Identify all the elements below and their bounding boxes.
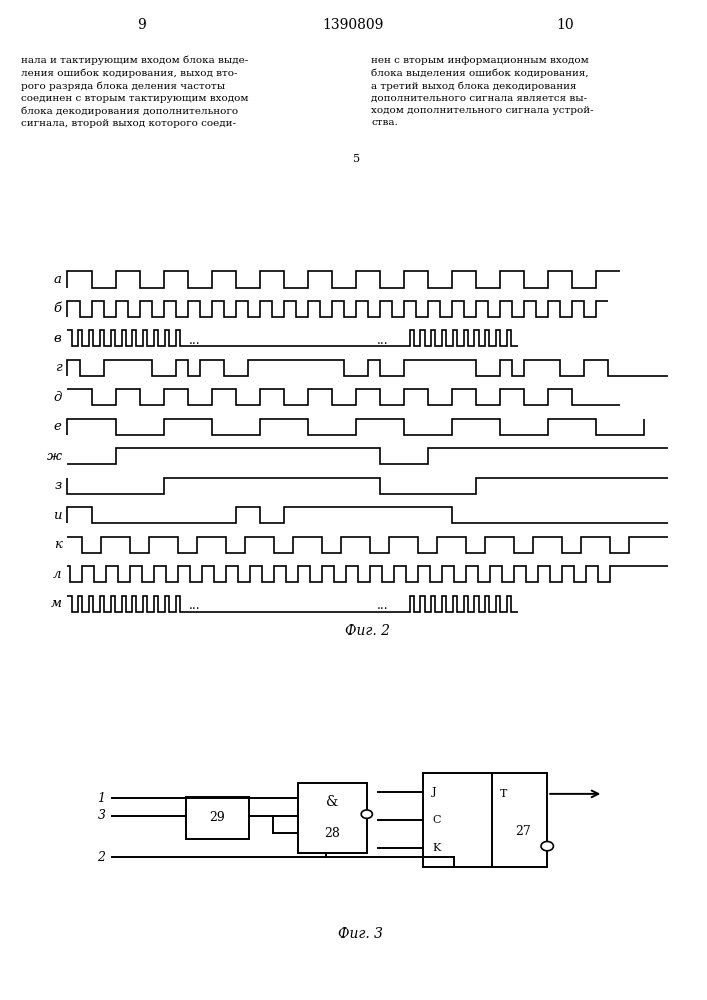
Text: &: &: [327, 795, 339, 809]
Text: 5: 5: [354, 154, 361, 164]
Text: 1: 1: [98, 792, 105, 805]
Text: T: T: [500, 789, 508, 799]
Text: а: а: [54, 273, 62, 286]
Text: нен с вторым информационным входом
блока выделения ошибок кодирования,
а третий : нен с вторым информационным входом блока…: [371, 56, 594, 127]
Circle shape: [361, 810, 373, 818]
Text: и: и: [53, 509, 62, 522]
Text: Фиг. 2: Фиг. 2: [345, 624, 390, 638]
Text: д: д: [53, 391, 62, 404]
Text: 29: 29: [209, 811, 226, 824]
Text: м: м: [50, 597, 62, 610]
Text: 27: 27: [515, 825, 531, 838]
Text: ...: ...: [189, 599, 201, 612]
Text: 28: 28: [325, 827, 341, 840]
Bar: [298, 783, 367, 853]
Text: г: г: [54, 361, 62, 374]
Text: 2: 2: [98, 851, 105, 864]
Circle shape: [541, 841, 554, 851]
Text: 9: 9: [137, 18, 146, 32]
Text: ж: ж: [47, 450, 62, 463]
Bar: [423, 773, 547, 867]
Text: J: J: [432, 787, 437, 797]
Text: ...: ...: [377, 599, 388, 612]
Text: в: в: [54, 332, 62, 345]
Text: з: з: [54, 479, 62, 492]
Text: к: к: [54, 538, 62, 551]
Text: Фиг. 3: Фиг. 3: [338, 927, 383, 941]
Text: ...: ...: [377, 334, 388, 347]
Bar: [187, 797, 249, 839]
Text: нала и тактирующим входом блока выде-
ления ошибок кодирования, выход вто-
рого : нала и тактирующим входом блока выде- ле…: [21, 56, 249, 128]
Text: 10: 10: [557, 18, 574, 32]
Text: C: C: [432, 815, 440, 825]
Text: ...: ...: [189, 334, 201, 347]
Text: б: б: [53, 302, 62, 315]
Text: 1390809: 1390809: [323, 18, 384, 32]
Text: 3: 3: [98, 809, 105, 822]
Text: е: е: [54, 420, 62, 433]
Text: л: л: [53, 568, 62, 581]
Text: K: K: [432, 843, 440, 853]
